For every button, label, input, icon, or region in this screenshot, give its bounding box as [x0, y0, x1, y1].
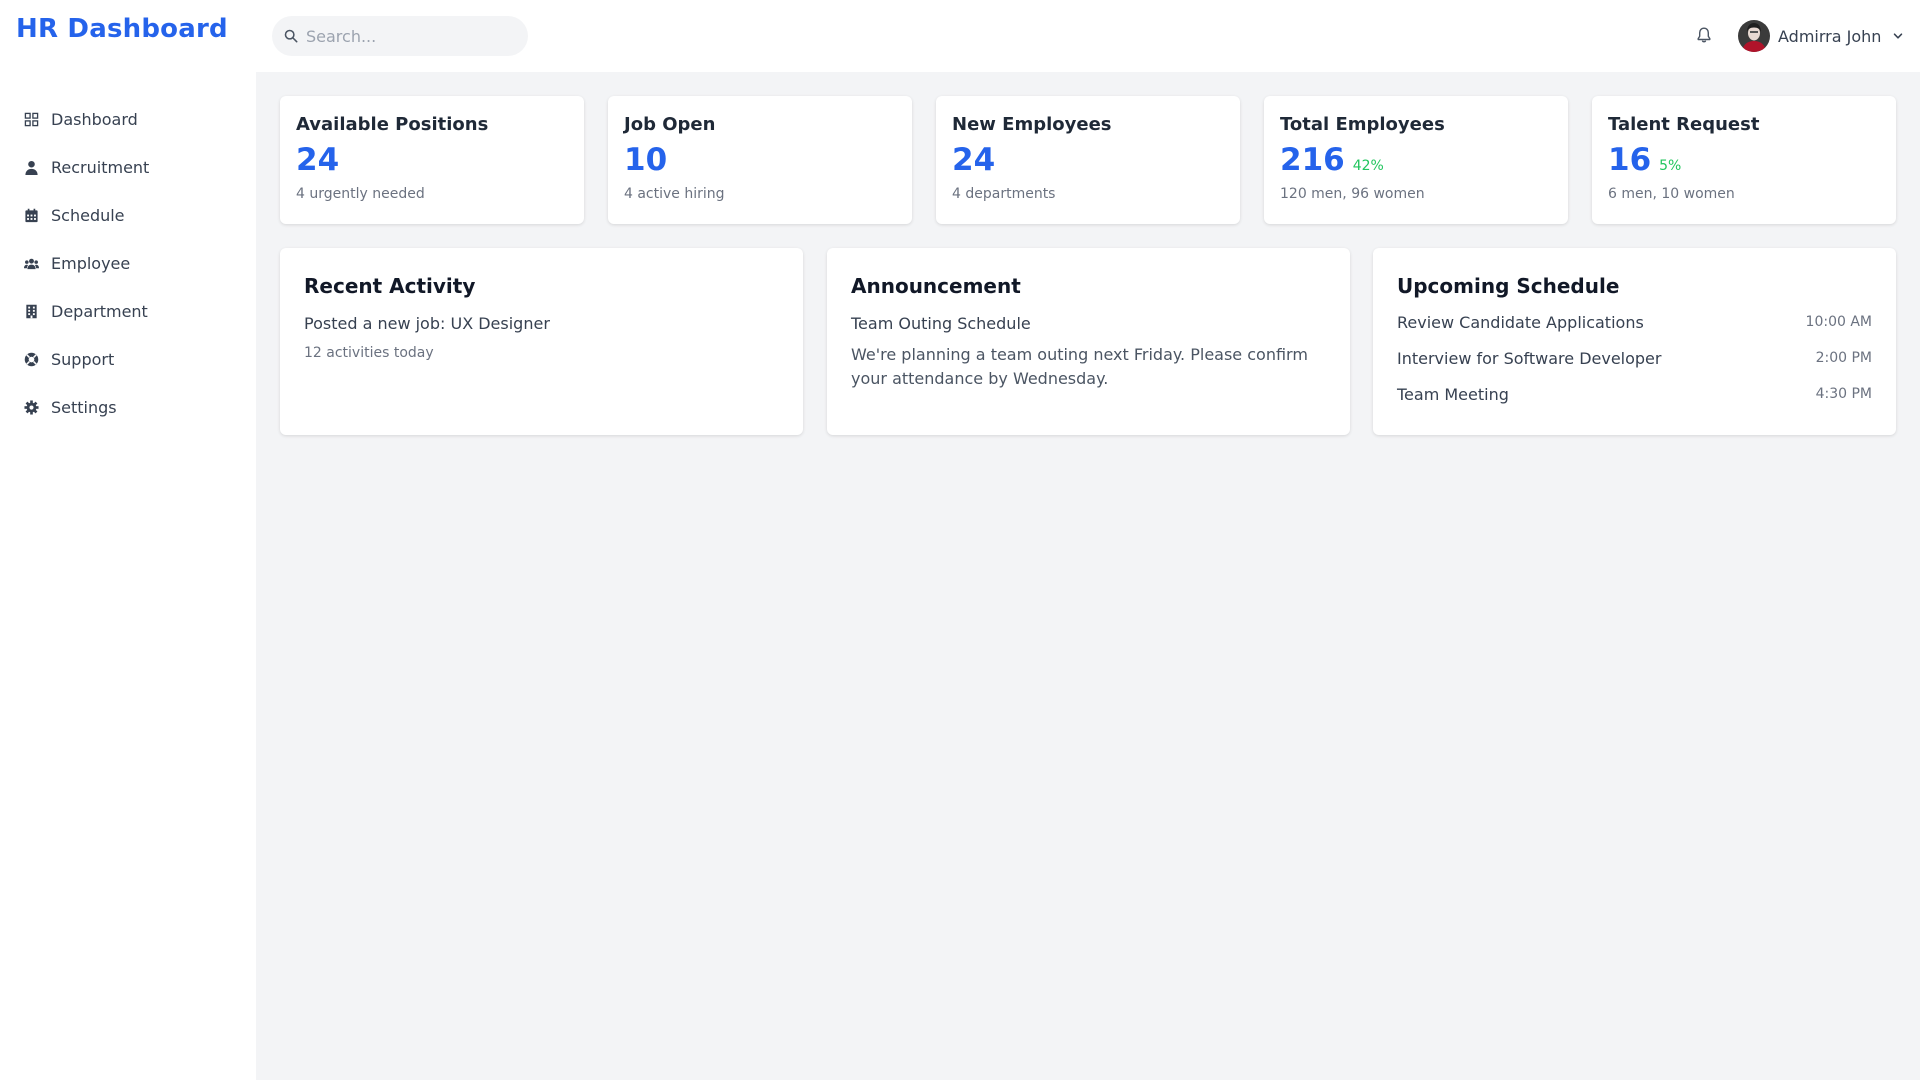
- sidebar: Dashboard Recruitment Schedule Employee …: [0, 72, 256, 1080]
- gear-icon: [24, 399, 39, 415]
- sidebar-item-label: Settings: [51, 397, 117, 417]
- stat-card-new-employees: New Employees 24 4 departments: [936, 96, 1240, 224]
- schedule-item-name: Review Candidate Applications: [1397, 312, 1644, 332]
- search-input[interactable]: [306, 26, 506, 46]
- user-menu[interactable]: Admirra John: [1738, 19, 1903, 53]
- schedule-item: Interview for Software Developer 2:00 PM: [1397, 340, 1872, 376]
- schedule-item: Team Meeting 4:30 PM: [1397, 376, 1872, 412]
- sidebar-item-schedule[interactable]: Schedule: [0, 195, 256, 235]
- sidebar-item-recruitment[interactable]: Recruitment: [0, 147, 256, 187]
- sidebar-item-label: Schedule: [51, 205, 125, 225]
- stat-subtitle: 6 men, 10 women: [1608, 186, 1735, 202]
- stat-title: Total Employees: [1280, 114, 1445, 135]
- schedule-item: Review Candidate Applications 10:00 AM: [1397, 304, 1872, 340]
- stat-value: 16: [1608, 142, 1652, 178]
- sidebar-item-settings[interactable]: Settings: [0, 387, 256, 427]
- sidebar-item-label: Support: [51, 349, 115, 369]
- stat-card-job-open: Job Open 10 4 active hiring: [608, 96, 912, 224]
- stat-value: 216: [1280, 142, 1345, 178]
- schedule-item-time: 4:30 PM: [1815, 386, 1872, 402]
- app-title: HR Dashboard: [16, 14, 228, 44]
- search-icon: [284, 29, 298, 43]
- panel-title: Announcement: [851, 274, 1021, 298]
- sidebar-item-support[interactable]: Support: [0, 339, 256, 379]
- lifebuoy-icon: [24, 352, 39, 366]
- search-box[interactable]: [272, 16, 528, 56]
- stat-title: Job Open: [624, 114, 716, 135]
- stat-value: 10: [624, 142, 668, 178]
- stat-subtitle: 4 urgently needed: [296, 186, 425, 202]
- activity-summary: 12 activities today: [304, 345, 434, 361]
- schedule-item-name: Team Meeting: [1397, 384, 1509, 404]
- schedule-item-name: Interview for Software Developer: [1397, 348, 1662, 368]
- stat-title: Available Positions: [296, 114, 489, 135]
- user-name: Admirra John: [1778, 26, 1882, 46]
- announcement-subject: Team Outing Schedule: [851, 314, 1031, 333]
- schedule-item-time: 10:00 AM: [1805, 314, 1872, 330]
- user-icon: [25, 160, 38, 175]
- sidebar-item-employee[interactable]: Employee: [0, 243, 256, 283]
- stat-value: 24: [952, 142, 996, 178]
- building-icon: [26, 304, 37, 318]
- announcement-body: We're planning a team outing next Friday…: [851, 345, 1308, 388]
- calendar-icon: [25, 208, 38, 222]
- bell-icon[interactable]: [1696, 26, 1712, 44]
- panel-title: Recent Activity: [304, 274, 476, 298]
- stat-change-percent: 42%: [1352, 158, 1384, 174]
- sidebar-item-label: Department: [51, 301, 148, 321]
- sidebar-item-label: Dashboard: [51, 109, 138, 129]
- avatar: [1738, 20, 1770, 52]
- sidebar-item-department[interactable]: Department: [0, 291, 256, 331]
- stat-subtitle: 4 active hiring: [624, 186, 725, 202]
- activity-item: Posted a new job: UX Designer: [304, 314, 550, 333]
- upcoming-schedule-panel: Upcoming Schedule Review Candidate Appli…: [1373, 248, 1896, 435]
- panel-title: Upcoming Schedule: [1397, 274, 1620, 298]
- top-bar: HR Dashboard Admirra John: [0, 0, 1920, 72]
- stat-card-available-positions: Available Positions 24 4 urgently needed: [280, 96, 584, 224]
- stat-subtitle: 120 men, 96 women: [1280, 186, 1425, 202]
- schedule-item-time: 2:00 PM: [1815, 350, 1872, 366]
- stat-subtitle: 4 departments: [952, 186, 1056, 202]
- stat-change-percent: 5%: [1659, 158, 1682, 174]
- recent-activity-panel: Recent Activity Posted a new job: UX Des…: [280, 248, 803, 435]
- stat-title: Talent Request: [1608, 114, 1760, 135]
- stat-value: 24: [296, 142, 340, 178]
- stat-card-total-employees: Total Employees 216 42% 120 men, 96 wome…: [1264, 96, 1568, 224]
- stat-title: New Employees: [952, 114, 1112, 135]
- stat-card-talent-request: Talent Request 16 5% 6 men, 10 women: [1592, 96, 1896, 224]
- sidebar-item-dashboard[interactable]: Dashboard: [0, 99, 256, 139]
- dashboard-icon: [24, 112, 39, 126]
- users-icon: [24, 258, 39, 269]
- sidebar-item-label: Employee: [51, 253, 131, 273]
- chevron-down-icon: [1894, 33, 1903, 39]
- sidebar-item-label: Recruitment: [51, 157, 150, 177]
- announcement-panel: Announcement Team Outing Schedule We're …: [827, 248, 1350, 435]
